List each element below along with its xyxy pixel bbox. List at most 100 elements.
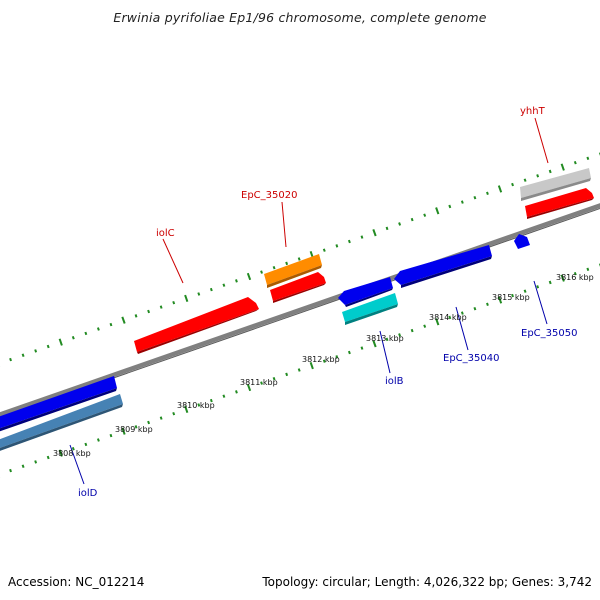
- forward-tick-minor: [423, 213, 427, 217]
- reverse-tick-major: [435, 318, 440, 326]
- reverse-tick-minor: [147, 420, 151, 425]
- reverse-tick-major: [497, 296, 503, 304]
- gene-iolB-arrow[interactable]: [338, 277, 393, 305]
- gene-iolB-cyan[interactable]: [342, 293, 398, 325]
- label-leaders: [69, 117, 549, 485]
- gene-label-yhhT[interactable]: yhhT: [520, 106, 546, 117]
- forward-tick-minor: [197, 292, 201, 296]
- gene-iolD-steel-shade: [0, 404, 123, 451]
- accession-text: Accession: NC_012214: [8, 575, 145, 589]
- gene-EpC_35040[interactable]: [394, 245, 492, 288]
- gene-iolD-arrow[interactable]: [0, 376, 117, 430]
- forward-tick-major: [58, 338, 63, 346]
- forward-tick-minor: [322, 248, 326, 252]
- gene-yhhT-shade: [527, 198, 594, 219]
- forward-tick-minor: [172, 300, 176, 305]
- leader-yhhT: [534, 117, 549, 164]
- gene-label-EpC_35050[interactable]: EpC_35050: [521, 328, 577, 339]
- gene-EpC_35020-orange-shade: [267, 265, 322, 288]
- forward-tick-major: [246, 272, 252, 281]
- reverse-tick-minor: [335, 355, 339, 359]
- leader-iolC: [162, 238, 184, 284]
- gene-yhhT-gray-shade: [521, 178, 591, 201]
- forward-tick-major: [121, 316, 126, 324]
- reverse-tick-minor: [96, 438, 100, 442]
- forward-tick-minor: [21, 353, 25, 358]
- gene-label-EpC_35020[interactable]: EpC_35020: [241, 190, 297, 201]
- gene-label-iolC[interactable]: iolC: [156, 228, 175, 239]
- scale-label-3814: 3814 kbp: [429, 313, 467, 322]
- forward-tick-major: [435, 207, 440, 215]
- forward-tick-minor: [71, 335, 75, 340]
- forward-tick-minor: [448, 204, 452, 209]
- reverse-tick-minor: [322, 359, 326, 363]
- reverse-tick-minor: [448, 315, 452, 320]
- reverse-tick-minor: [9, 468, 12, 473]
- scale-label-3816: 3816 kbp: [556, 273, 594, 282]
- reverse-tick-major: [560, 274, 565, 282]
- genome-info-text: Topology: circular; Length: 4,026,322 bp…: [262, 575, 592, 589]
- forward-tick-minor: [260, 270, 263, 274]
- gene-EpC_35020-orange-bar[interactable]: [264, 254, 322, 285]
- reverse-tick-minor: [134, 425, 138, 429]
- forward-tick-minor: [134, 314, 138, 318]
- reverse-tick-minor: [486, 302, 489, 307]
- gene-iolD-steel[interactable]: [0, 394, 123, 452]
- forward-tick-major: [560, 163, 565, 171]
- gene-yhhT[interactable]: [525, 188, 594, 219]
- forward-tick-minor: [96, 327, 100, 331]
- forward-tick-major: [497, 185, 503, 193]
- reverse-tick-minor: [159, 416, 163, 420]
- forward-tick-minor: [147, 309, 151, 314]
- reverse-tick-minor: [84, 442, 88, 447]
- gene-iolD-steel-bar[interactable]: [0, 394, 123, 449]
- forward-tick-minor: [548, 169, 552, 174]
- gene-iolC[interactable]: [134, 297, 259, 354]
- map-title: Erwinia pyrifoliae Ep1/96 chromosome, co…: [113, 10, 487, 25]
- reverse-tick-minor: [536, 285, 540, 289]
- forward-tick-minor: [209, 287, 213, 292]
- gene-iolB-cyan-bar[interactable]: [342, 293, 398, 322]
- gene-EpC_35020-arrow[interactable]: [270, 272, 326, 301]
- reverse-tick-minor: [21, 464, 25, 469]
- reverse-tick-minor: [473, 306, 477, 311]
- forward-tick-minor: [272, 265, 276, 270]
- scale-label-3810: 3810 kbp: [177, 401, 215, 410]
- reverse-tick-minor: [197, 403, 201, 407]
- gene-EpC_35050[interactable]: [514, 234, 530, 249]
- gene-label-EpC_35040[interactable]: EpC_35040: [443, 353, 499, 364]
- gene-EpC_35020[interactable]: [270, 272, 326, 303]
- leader-EpC_35050: [533, 280, 548, 325]
- reverse-tick-minor: [511, 293, 514, 298]
- reverse-tick-minor: [222, 394, 226, 398]
- gene-iolD[interactable]: [0, 376, 117, 433]
- forward-tick-minor: [398, 222, 402, 226]
- gene-iolC-arrow[interactable]: [134, 297, 259, 352]
- gene-yhhT-gray[interactable]: [520, 168, 591, 201]
- forward-tick-minor: [84, 331, 88, 336]
- gene-label-iolB[interactable]: iolB: [385, 376, 404, 387]
- gene-iolD-shade: [0, 388, 117, 432]
- reverse-tick-minor: [285, 372, 289, 377]
- forward-tick-minor: [385, 226, 389, 231]
- reverse-tick-major: [184, 405, 189, 414]
- reverse-tick-minor: [523, 289, 527, 293]
- gene-EpC_35040-arrow[interactable]: [394, 245, 492, 285]
- gene-EpC_35050-arrow[interactable]: [514, 234, 530, 249]
- gene-iolB[interactable]: [338, 277, 393, 307]
- forward-tick-major: [184, 294, 189, 303]
- leader-iolB: [379, 330, 391, 374]
- reverse-tick-minor: [398, 333, 402, 337]
- gene-EpC_35020-orange[interactable]: [264, 254, 322, 288]
- gene-yhhT-gray-bar[interactable]: [520, 168, 591, 198]
- forward-tick-minor: [9, 357, 12, 362]
- scale-label-3813: 3813 kbp: [366, 334, 404, 343]
- reverse-tick-minor: [586, 267, 590, 272]
- forward-tick-minor: [235, 279, 238, 283]
- gene-label-iolD[interactable]: iolD: [78, 488, 98, 499]
- reverse-tick-major: [246, 383, 252, 392]
- leader-EpC_35020: [281, 201, 287, 248]
- gene-yhhT-arrow[interactable]: [525, 188, 594, 217]
